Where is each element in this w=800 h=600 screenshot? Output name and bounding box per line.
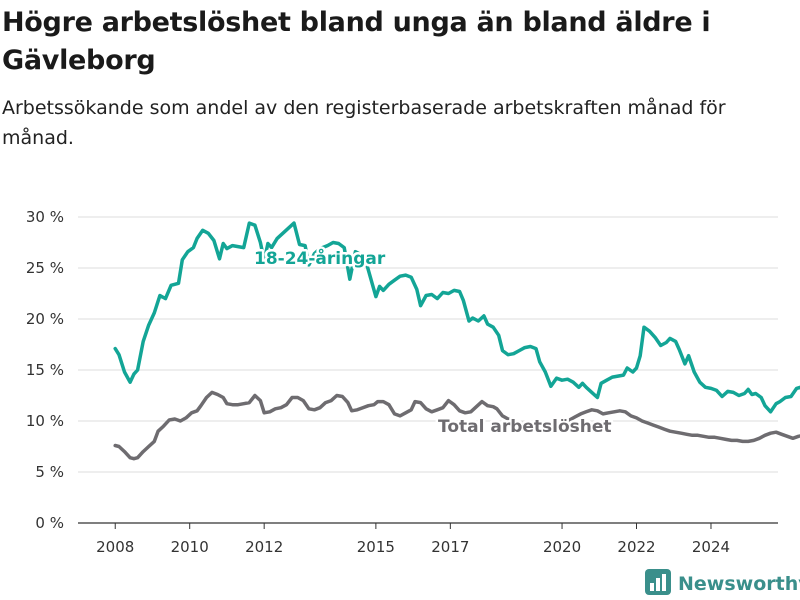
x-tick-label: 2024	[692, 538, 730, 556]
y-tick-label: 0 %	[35, 514, 64, 532]
x-tick-label: 2012	[245, 538, 283, 556]
series-line-youth	[113, 221, 800, 414]
bar-chart-icon	[645, 569, 671, 599]
y-tick-label: 20 %	[26, 310, 64, 328]
series-label-total: Total arbetslöshet	[438, 417, 612, 437]
x-tick-label: 2010	[171, 538, 209, 556]
page-title: Högre arbetslöshet bland unga än bland ä…	[2, 7, 711, 76]
series-label-youth: 18-24-åringar	[254, 247, 386, 269]
y-tick-label: 30 %	[26, 208, 64, 226]
y-tick-label: 5 %	[35, 463, 64, 481]
page-subtitle: Arbetssökande som andel av den registerb…	[2, 97, 726, 149]
x-tick-label: 2020	[543, 538, 581, 556]
chart-series	[113, 221, 800, 461]
x-tick-label: 2017	[431, 538, 469, 556]
brand-name: Newsworthy	[678, 573, 800, 595]
y-tick-label: 15 %	[26, 361, 64, 379]
x-tick-label: 2015	[357, 538, 395, 556]
chart-axes: 0 % 5 % 10 % 15 % 20 % 25 % 30 % 2008 2010 2012 20…	[26, 208, 730, 556]
series-line-total	[113, 390, 800, 461]
newsworthy-logo[interactable]: Newsworthy	[645, 569, 800, 599]
x-tick-label: 2022	[617, 538, 655, 556]
chart-gridlines	[78, 216, 778, 524]
x-tick-label: 2008	[96, 538, 134, 556]
y-tick-label: 25 %	[26, 259, 64, 277]
y-tick-label: 10 %	[26, 412, 64, 430]
